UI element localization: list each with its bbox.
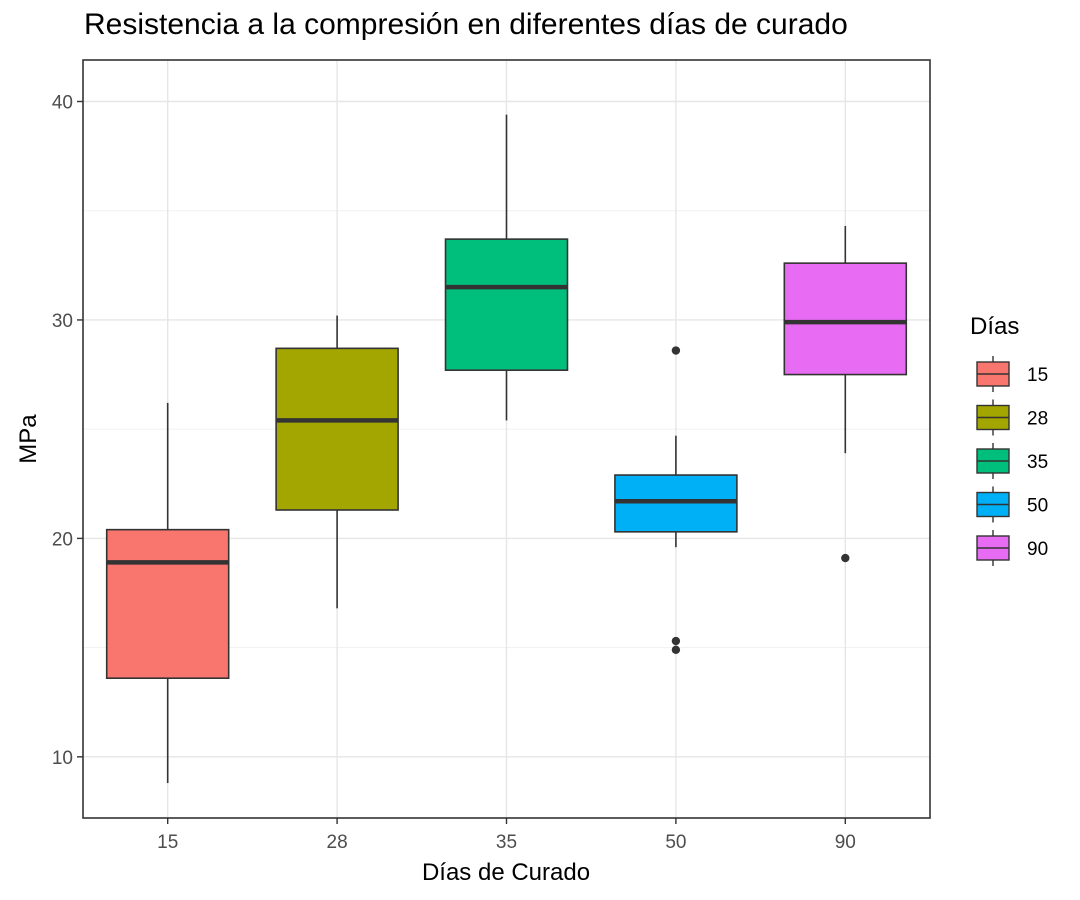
legend: Días 15 28 35 50 90 — [970, 313, 1048, 566]
y-tick-label: 10 — [52, 748, 73, 769]
legend-item-50: 50 — [976, 486, 1048, 523]
legend-label: 35 — [1027, 452, 1048, 473]
outlier-point — [841, 553, 850, 563]
x-tick-label: 15 — [157, 832, 178, 853]
y-axis-title: MPa — [15, 414, 42, 464]
box-body — [275, 347, 399, 511]
box-90 — [783, 226, 908, 563]
box-series — [105, 114, 908, 784]
box-body — [444, 238, 569, 371]
x-tick-label: 50 — [665, 832, 686, 853]
chart-title: Resistencia a la compresión en diferente… — [84, 8, 848, 41]
legend-item-35: 35 — [976, 443, 1048, 479]
x-tick-label: 90 — [835, 832, 856, 853]
outlier-point — [671, 645, 681, 654]
outlier-point — [671, 636, 681, 646]
legend-item-28: 28 — [976, 399, 1048, 436]
legend-label: 28 — [1027, 409, 1048, 430]
legend-title: Días — [970, 313, 1019, 340]
box-50 — [614, 346, 738, 654]
axes: 10 20 30 40 15 28 35 50 90 — [52, 93, 856, 853]
y-tick-label: 20 — [52, 529, 73, 550]
legend-label: 50 — [1027, 496, 1048, 517]
legend-label: 90 — [1027, 539, 1048, 560]
legend-label: 15 — [1027, 365, 1048, 386]
box-35 — [444, 114, 569, 421]
y-tick-label: 40 — [52, 93, 73, 114]
box-body — [105, 528, 230, 679]
legend-item-90: 90 — [976, 530, 1048, 566]
x-tick-label: 28 — [327, 832, 348, 853]
x-axis-title: Días de Curado — [422, 859, 590, 886]
legend-item-15: 15 — [976, 356, 1048, 392]
outlier-point — [671, 346, 681, 355]
box-body — [783, 262, 908, 376]
y-tick-label: 30 — [52, 311, 73, 332]
box-15 — [105, 402, 230, 784]
x-tick-label: 35 — [496, 832, 517, 853]
box-28 — [275, 315, 399, 609]
